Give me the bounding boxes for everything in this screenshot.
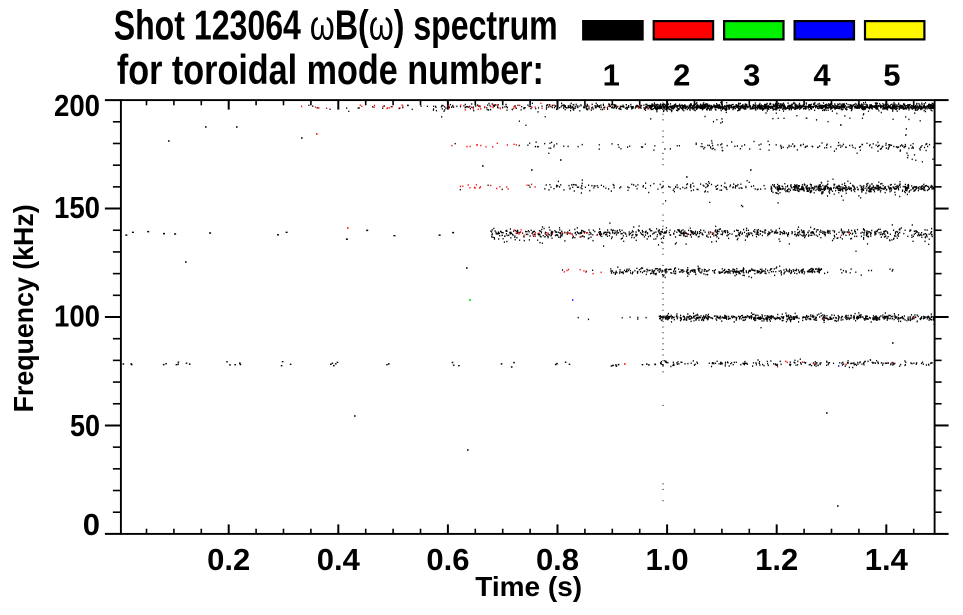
svg-text:0.8: 0.8 [536,542,579,577]
svg-text:0: 0 [83,507,100,542]
svg-text:100: 100 [54,299,100,334]
svg-text:1: 1 [603,58,620,93]
svg-text:0.2: 0.2 [207,542,250,577]
svg-text:2: 2 [673,58,690,93]
svg-text:Shot 123064 ωB(ω) spectrum: Shot 123064 ωB(ω) spectrum [114,1,558,48]
svg-text:1.4: 1.4 [865,542,909,577]
svg-text:50: 50 [70,408,100,443]
svg-text:0.4: 0.4 [317,542,361,577]
svg-text:3: 3 [743,58,760,93]
svg-text:5: 5 [883,58,900,93]
svg-text:Time (s): Time (s) [475,571,582,602]
svg-text:4: 4 [813,58,831,93]
svg-text:Frequency (kHz): Frequency (kHz) [8,204,39,412]
svg-text:200: 200 [54,88,100,123]
svg-text:0.6: 0.6 [426,542,469,577]
svg-text:for toroidal mode number:: for toroidal mode number: [117,46,544,93]
svg-text:150: 150 [54,190,100,225]
svg-text:1.0: 1.0 [646,542,689,577]
svg-text:1.2: 1.2 [755,542,798,577]
